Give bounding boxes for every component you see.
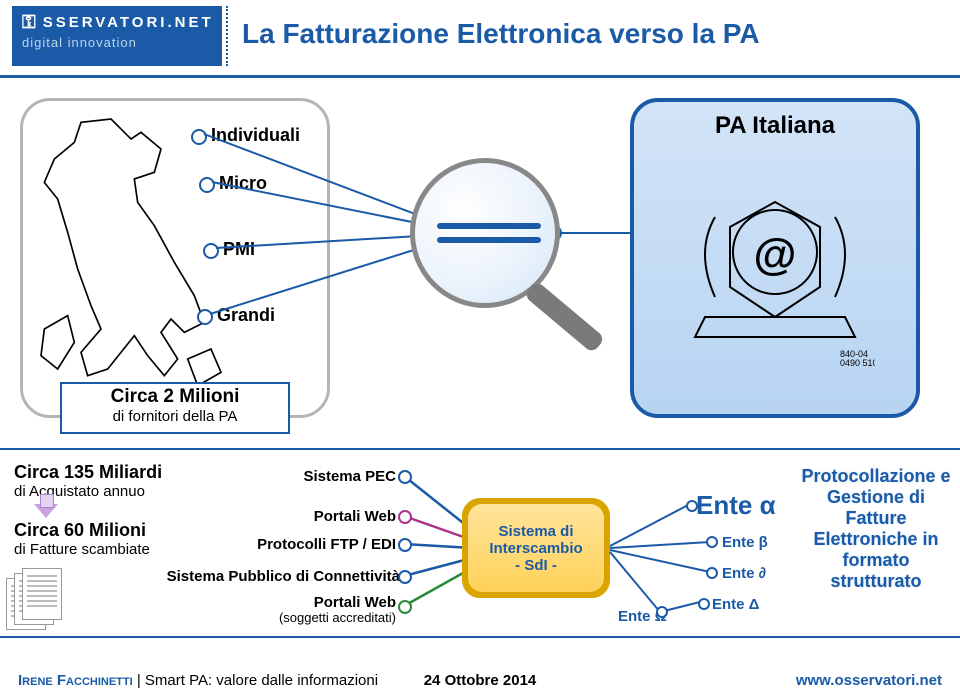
node-ente-delta-it [706, 567, 718, 579]
logo-separator [226, 6, 228, 66]
ente-alpha: Ente α [696, 490, 776, 521]
label-micro: Micro [219, 173, 267, 194]
magnifier-icon [410, 158, 630, 378]
logo-main: SSERVATORI.NET [43, 14, 214, 31]
suppliers-line1: Circa 2 Milioni [62, 386, 288, 408]
node-protocolli [398, 538, 412, 552]
magnifier-handle [524, 280, 606, 353]
stage: Individuali Micro PMI Grandi PA Italiana [0, 78, 960, 633]
right-description: Protocollazione e Gestione di Fatture El… [796, 466, 956, 592]
node-ente-beta [706, 536, 718, 548]
node-spc [398, 570, 412, 584]
sdi-inner: Sistema di Interscambio - SdI - [468, 504, 604, 592]
sdi-l1: Sistema di [498, 523, 573, 540]
node-individuali [191, 129, 207, 145]
label-individuali: Individuali [211, 125, 300, 146]
suppliers-box: Circa 2 Milioni di fornitori della PA [60, 382, 290, 434]
footer-left: Irene Facchinetti | Smart PA: valore dal… [18, 672, 378, 689]
node-ente-alpha [686, 500, 698, 512]
sdi-l2: Interscambio [489, 540, 582, 557]
mag-line-1 [437, 223, 541, 229]
ente-delta-gr: Ente Δ [712, 596, 759, 613]
node-micro [199, 177, 215, 193]
footer: Irene Facchinetti | Smart PA: valore dal… [0, 663, 960, 697]
italy-map-icon [31, 109, 231, 409]
footer-date: 24 Ottobre 2014 [424, 672, 537, 689]
mag-line-2 [437, 237, 541, 243]
sdi-box: Sistema di Interscambio - SdI - [462, 498, 610, 598]
footer-author: Irene Facchinetti [18, 672, 133, 689]
lower-band: Circa 135 Miliardi di Acquistato annuo C… [0, 448, 960, 638]
emblem-icon: @ 840-04 0490 510 [675, 157, 875, 377]
chan-soggetti: (soggetti accreditati) [216, 610, 396, 625]
footer-url: www.osservatori.net [796, 672, 942, 689]
node-grandi [197, 309, 213, 325]
page-title: La Fatturazione Elettronica verso la PA [242, 18, 760, 50]
footer-desc: Smart PA: valore dalle informazioni [145, 672, 378, 689]
pa-title: PA Italiana [634, 112, 916, 140]
svg-text:@: @ [754, 230, 797, 279]
header: ⚿ SSERVATORI.NET digital innovation La F… [0, 0, 960, 78]
chan-portali-web: Portali Web [216, 508, 396, 525]
logo-main-line: ⚿ SSERVATORI.NET [22, 12, 212, 33]
chan-spc: Sistema Pubblico di Connettività [110, 568, 400, 585]
logo-sub: digital innovation [22, 35, 212, 50]
ente-delta-it: Ente ∂ [722, 565, 766, 582]
svg-text:0490 510: 0490 510 [840, 358, 875, 368]
node-portali-web [398, 510, 412, 524]
node-ente-omega [656, 606, 668, 618]
sdi-l3: - SdI - [515, 557, 557, 574]
italy-card: Individuali Micro PMI Grandi [20, 98, 330, 418]
node-pmi [203, 243, 219, 259]
chan-portali-web2: Portali Web [216, 594, 396, 611]
node-pec [398, 470, 412, 484]
ente-beta: Ente β [722, 534, 768, 551]
footer-sep: | [133, 672, 145, 689]
label-grandi: Grandi [217, 305, 275, 326]
key-icon: ⚿ [22, 12, 39, 33]
suppliers-line2: di fornitori della PA [62, 408, 288, 425]
node-soggetti [398, 600, 412, 614]
docs-icon [6, 568, 66, 628]
node-ente-delta-gr [698, 598, 710, 610]
logo: ⚿ SSERVATORI.NET digital innovation [12, 6, 222, 66]
arrow-down-icon [34, 504, 58, 518]
chan-pec: Sistema PEC [216, 468, 396, 485]
pa-card: PA Italiana @ 840-04 0490 510 [630, 98, 920, 418]
label-pmi: PMI [223, 239, 255, 260]
chan-protocolli: Protocolli FTP / EDI [200, 536, 396, 553]
